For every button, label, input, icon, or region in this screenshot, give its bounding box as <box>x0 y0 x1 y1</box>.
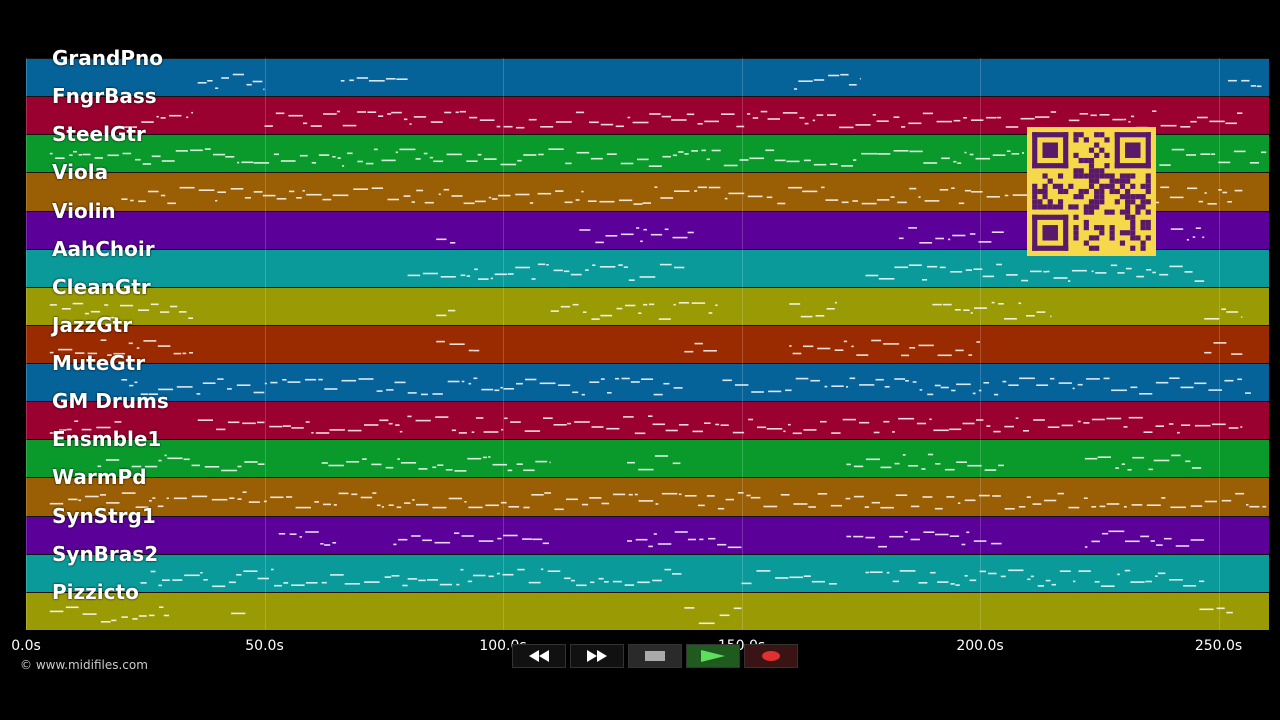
track-warmpd[interactable] <box>26 477 1269 516</box>
copyright-text: © www.midifiles.com <box>20 658 148 672</box>
track-label: SynBras2 <box>52 541 159 566</box>
track-notes <box>197 73 1262 91</box>
track-label: SteelGtr <box>52 122 146 147</box>
fast-forward-button[interactable] <box>570 644 624 668</box>
track-label: AahChoir <box>52 236 155 261</box>
time-gridline <box>1218 58 1220 630</box>
track-ensmble1[interactable] <box>26 439 1269 478</box>
track-label: Ensmble1 <box>52 427 162 452</box>
track-label: Pizzicto <box>52 579 139 604</box>
track-label: Violin <box>52 198 116 223</box>
track-notes <box>436 226 1205 244</box>
track-label: GrandPno <box>52 46 163 70</box>
qr-code-image <box>1027 127 1156 256</box>
time-gridline <box>980 58 981 630</box>
track-notes <box>407 263 1205 282</box>
fast-forward-icon <box>587 650 607 662</box>
record-icon <box>762 651 780 661</box>
track-notes <box>49 606 1233 624</box>
track-notes <box>49 339 1243 357</box>
track-notes <box>49 148 1267 168</box>
time-gridline <box>503 58 504 630</box>
track-mutegtr[interactable] <box>26 363 1269 402</box>
track-label: GM Drums <box>52 389 169 414</box>
track-label: SynStrg1 <box>52 503 156 528</box>
track-notes <box>49 301 1243 320</box>
time-tick-label: 200.0s <box>956 638 1004 654</box>
rewind-icon <box>529 650 549 662</box>
stop-button[interactable] <box>628 644 682 668</box>
time-tick-label: 250.0s <box>1194 638 1243 654</box>
track-label: Viola <box>52 160 109 185</box>
track-jazzgtr[interactable] <box>26 324 1269 364</box>
track-label: FngrBass <box>52 84 157 109</box>
track-label: JazzGtr <box>52 312 133 337</box>
track-label: WarmPd <box>52 465 147 490</box>
track-notes <box>140 568 1205 587</box>
track-label: MuteGtr <box>52 351 146 376</box>
play-icon <box>701 650 725 662</box>
track-synstrg1[interactable] <box>26 515 1269 554</box>
time-gridline <box>264 58 266 630</box>
track-notes <box>121 377 1251 396</box>
track-notes <box>121 110 1243 129</box>
track-notes <box>97 454 1202 473</box>
track-notes <box>278 530 1205 548</box>
track-synbras2[interactable] <box>26 553 1269 592</box>
track-label: CleanGtr <box>52 274 151 299</box>
transport-controls <box>512 644 798 668</box>
track-grandpno[interactable] <box>26 58 1269 97</box>
track-notes <box>49 415 1243 435</box>
time-gridline <box>741 58 743 630</box>
rewind-button[interactable] <box>512 644 566 668</box>
play-button[interactable] <box>686 644 740 668</box>
stop-icon <box>645 651 665 661</box>
track-pizzicto[interactable] <box>26 591 1269 630</box>
time-tick-label: 0.0s <box>11 638 41 654</box>
time-tick-label: 50.0s <box>245 638 284 654</box>
track-notes <box>49 491 1267 511</box>
time-gridline <box>26 58 27 630</box>
track-gm-drums[interactable] <box>26 401 1269 440</box>
track-cleangtr[interactable] <box>26 286 1269 325</box>
record-button[interactable] <box>744 644 798 668</box>
